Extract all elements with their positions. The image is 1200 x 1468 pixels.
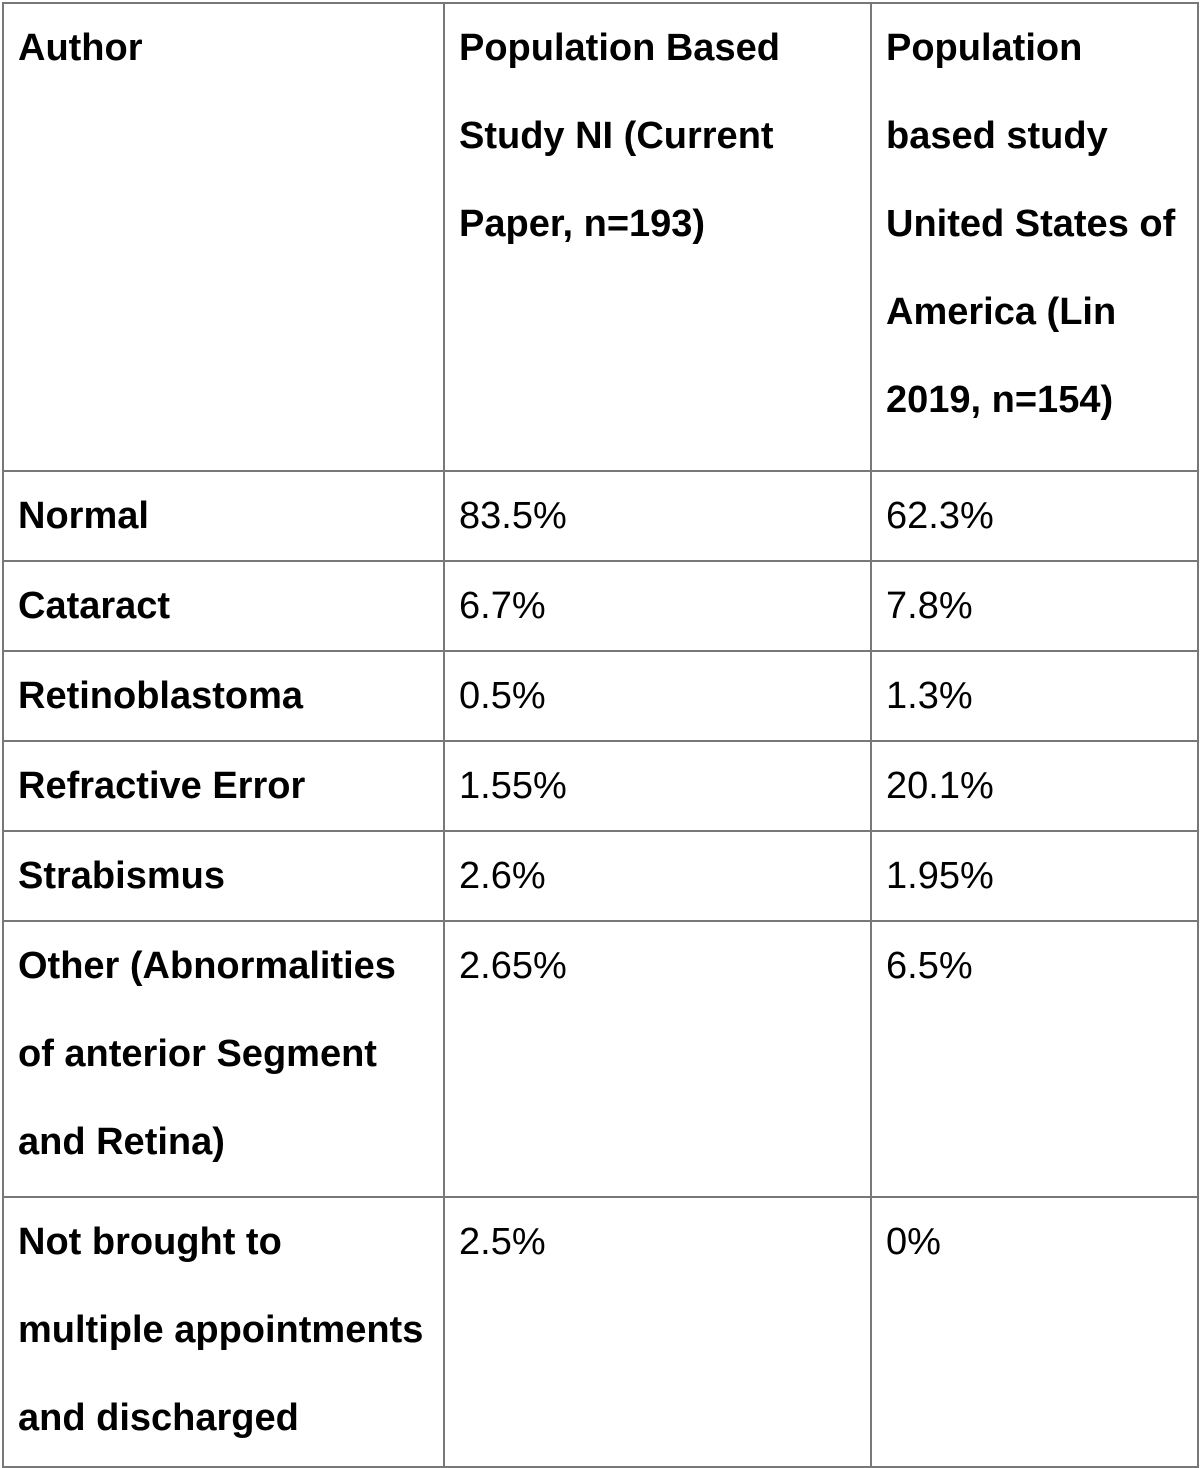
header-row: Author Population Based Study NI (Curren…	[2, 2, 1199, 472]
header-text-line: Author	[18, 27, 143, 69]
row-label-cell: Strabismus	[2, 830, 445, 922]
header-text-line: 2019, n=154)	[886, 379, 1114, 421]
header-ni-study-cell: Population Based Study NI (Current Paper…	[443, 2, 872, 472]
table-row-cataract: Cataract 6.7% 7.8%	[2, 560, 1199, 652]
usa-value-cell: 62.3%	[870, 470, 1199, 562]
text-line: of anterior Segment	[18, 1033, 377, 1075]
header-text-line: Study NI (Current	[459, 115, 774, 157]
row-label-cell: Retinoblastoma	[2, 650, 445, 742]
header-text-line: Population	[886, 27, 1083, 69]
text-line: Other (Abnormalities	[18, 945, 396, 987]
usa-value-cell: 7.8%	[870, 560, 1199, 652]
header-text-line: Population Based	[459, 27, 780, 69]
ni-value-cell: 1.55%	[443, 740, 872, 832]
ni-value-cell: 2.6%	[443, 830, 872, 922]
table-row-normal: Normal 83.5% 62.3%	[2, 470, 1199, 562]
text-line: Cataract	[18, 585, 171, 627]
table-row-other-abnormalities: Other (Abnormalities of anterior Segment…	[2, 920, 1199, 1198]
ni-value-cell: 83.5%	[443, 470, 872, 562]
ni-value-cell: 6.7%	[443, 560, 872, 652]
header-text-line: Paper, n=193)	[459, 203, 706, 245]
usa-value-cell: 0%	[870, 1196, 1199, 1468]
row-label-cell: Not brought to multiple appointments and…	[2, 1196, 445, 1468]
row-label-cell: Cataract	[2, 560, 445, 652]
text-line: Strabismus	[18, 855, 225, 897]
usa-value-cell: 1.95%	[870, 830, 1199, 922]
table-row-refractive-error: Refractive Error 1.55% 20.1%	[2, 740, 1199, 832]
table-row-not-brought: Not brought to multiple appointments and…	[2, 1196, 1199, 1468]
header-author-cell: Author	[2, 2, 445, 472]
header-text-line: America (Lin	[886, 291, 1117, 333]
table-row-retinoblastoma: Retinoblastoma 0.5% 1.3%	[2, 650, 1199, 742]
row-label-cell: Refractive Error	[2, 740, 445, 832]
usa-value-cell: 20.1%	[870, 740, 1199, 832]
header-text-line: United States of	[886, 203, 1176, 245]
usa-value-cell: 1.3%	[870, 650, 1199, 742]
ni-value-cell: 2.65%	[443, 920, 872, 1198]
ni-value-cell: 2.5%	[443, 1196, 872, 1468]
text-line: Refractive Error	[18, 765, 306, 807]
text-line: and discharged	[18, 1397, 299, 1439]
text-line: Retinoblastoma	[18, 675, 304, 717]
row-label-cell: Normal	[2, 470, 445, 562]
table-row-strabismus: Strabismus 2.6% 1.95%	[2, 830, 1199, 922]
header-usa-study-cell: Population based study United States of …	[870, 2, 1199, 472]
text-line: Normal	[18, 495, 149, 537]
text-line: Not brought to	[18, 1221, 282, 1263]
ni-value-cell: 0.5%	[443, 650, 872, 742]
row-label-cell: Other (Abnormalities of anterior Segment…	[2, 920, 445, 1198]
text-line: and Retina)	[18, 1121, 225, 1163]
usa-value-cell: 6.5%	[870, 920, 1199, 1198]
text-line: multiple appointments	[18, 1309, 424, 1351]
header-text-line: based study	[886, 115, 1108, 157]
